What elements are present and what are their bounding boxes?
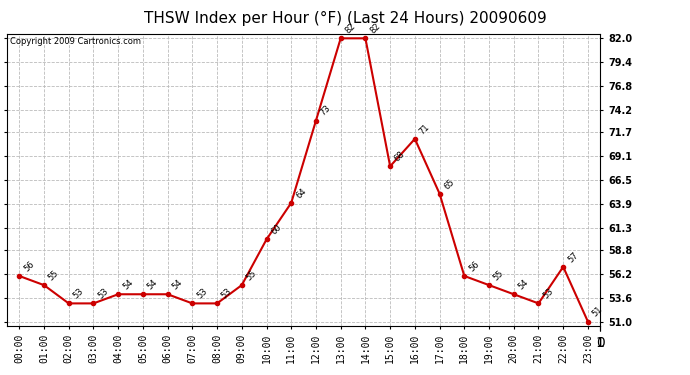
Text: 68: 68 (393, 150, 407, 164)
Text: 73: 73 (319, 104, 333, 118)
Text: 55: 55 (492, 268, 506, 282)
Text: 60: 60 (269, 223, 283, 237)
Text: 53: 53 (195, 287, 209, 301)
Text: THSW Index per Hour (°F) (Last 24 Hours) 20090609: THSW Index per Hour (°F) (Last 24 Hours)… (144, 11, 546, 26)
Text: 54: 54 (121, 278, 135, 291)
Text: 82: 82 (344, 22, 357, 36)
Text: 53: 53 (96, 287, 110, 301)
Text: 56: 56 (22, 260, 36, 273)
Text: 71: 71 (417, 122, 431, 136)
Text: 55: 55 (244, 268, 258, 282)
Text: 54: 54 (146, 278, 159, 291)
Text: 53: 53 (220, 287, 234, 301)
Text: 53: 53 (72, 287, 86, 301)
Text: 56: 56 (467, 260, 481, 273)
Text: 54: 54 (170, 278, 184, 291)
Text: 65: 65 (442, 177, 456, 191)
Text: 53: 53 (541, 287, 555, 301)
Text: 54: 54 (517, 278, 531, 291)
Text: 57: 57 (566, 250, 580, 264)
Text: Copyright 2009 Cartronics.com: Copyright 2009 Cartronics.com (10, 37, 141, 46)
Text: 64: 64 (294, 186, 308, 200)
Text: 55: 55 (47, 268, 61, 282)
Text: 51: 51 (591, 305, 604, 319)
Text: 82: 82 (368, 22, 382, 36)
